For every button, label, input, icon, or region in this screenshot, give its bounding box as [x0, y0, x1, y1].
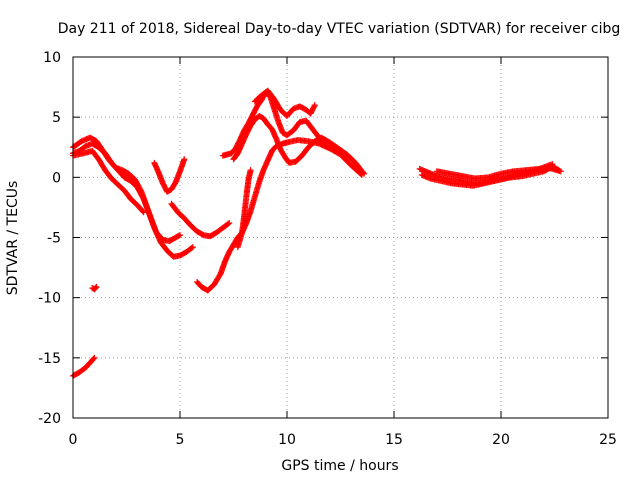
data-point — [188, 244, 195, 251]
data-points — [70, 87, 564, 379]
y-tick-label: 5 — [52, 110, 61, 126]
y-tick-label: -5 — [47, 231, 61, 247]
series-arc-9 — [251, 87, 318, 119]
axis-ticks: 0 5 10 15 20 25 -20 -15 -10 -5 0 5 10 — [38, 50, 617, 448]
series-arc-8 — [230, 112, 368, 177]
data-point — [189, 244, 196, 251]
y-tick-label: 10 — [43, 50, 61, 66]
data-point — [175, 232, 182, 239]
series-arc-6 — [194, 137, 365, 294]
series-arc-5 — [168, 200, 233, 240]
x-tick-label: 15 — [385, 432, 403, 448]
series-arc-4 — [151, 156, 188, 195]
grid-lines — [73, 57, 608, 418]
data-point — [140, 209, 147, 216]
series-arc-3 — [70, 147, 147, 216]
data-point — [177, 232, 183, 239]
y-tick-label: -15 — [38, 351, 61, 367]
data-point — [361, 170, 368, 177]
data-point — [139, 208, 146, 215]
series-arc-15 — [433, 161, 556, 182]
chart-title: Day 211 of 2018, Sidereal Day-to-day VTE… — [58, 21, 621, 37]
data-point — [93, 283, 100, 290]
y-tick-label: 0 — [52, 170, 61, 186]
data-point — [181, 156, 188, 163]
data-point — [226, 220, 233, 227]
data-point — [311, 102, 318, 109]
data-point — [557, 168, 564, 175]
data-point — [225, 220, 232, 227]
x-tick-label: 10 — [278, 432, 296, 448]
plot-frame — [72, 56, 609, 419]
series-arc-12 — [89, 283, 100, 293]
y-tick-label: -10 — [38, 291, 61, 307]
y-tick-label: -20 — [38, 411, 61, 427]
data-point — [92, 284, 99, 291]
x-tick-label: 25 — [599, 432, 617, 448]
x-tick-label: 0 — [69, 432, 78, 448]
data-point — [360, 169, 367, 176]
series-arc-10 — [234, 167, 254, 251]
x-tick-label: 20 — [492, 432, 510, 448]
y-axis-label: SDTVAR / TECUs — [5, 181, 21, 296]
data-point — [311, 103, 318, 110]
data-point — [247, 167, 254, 174]
x-axis-label: GPS time / hours — [281, 458, 398, 474]
series-arc-11 — [70, 354, 98, 379]
x-tick-label: 5 — [176, 432, 185, 448]
data-point — [90, 355, 97, 362]
data-point — [91, 354, 98, 361]
data-point — [549, 161, 556, 168]
